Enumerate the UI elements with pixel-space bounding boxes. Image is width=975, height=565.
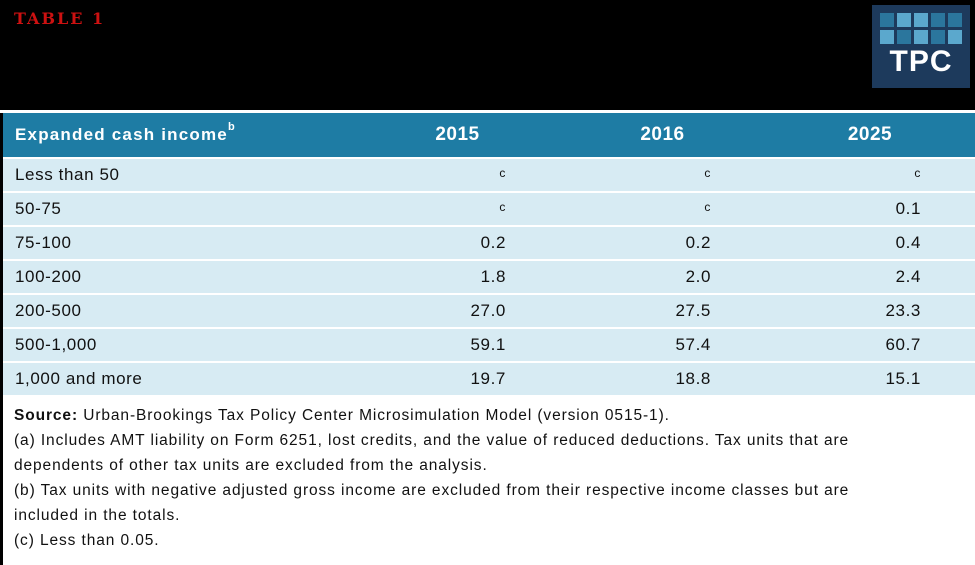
value-cell: 19.7 [355,362,560,397]
logo-square-icon [914,30,928,44]
table-header-row: Expanded cash incomeb 2015 2016 2025 [3,113,975,159]
logo-square-icon [914,13,928,27]
logo-square-icon [931,13,945,27]
income-class-label: 100-200 [3,260,355,295]
column-header-expanded-cash-income: Expanded cash incomeb [3,113,355,159]
tpc-logo-text: TPC [889,45,953,78]
table-row: 200-500 27.0 27.5 23.3 [3,294,975,329]
tpc-logo-grid-icon [872,5,970,44]
value-cell: c [560,158,765,193]
table-row: 1,000 and more 19.7 18.8 15.1 [3,362,975,397]
table-row: Less than 50 c c c [3,158,975,193]
value-cell: c [560,192,765,227]
footnote-line-a1: (a) Includes AMT liability on Form 6251,… [14,432,850,449]
footnote-line-c: (c) Less than 0.05. [14,532,160,549]
value-cell: c [355,192,560,227]
value-cell: c [355,158,560,193]
banner-divider [0,110,975,113]
source-text: Urban-Brookings Tax Policy Center Micros… [83,407,670,424]
footnotes: Source: Urban-Brookings Tax Policy Cente… [3,397,975,553]
value-cell: 0.4 [765,226,975,261]
column-header-2015: 2015 [355,113,560,159]
column-header-2016: 2016 [560,113,765,159]
table-sheet: Expanded cash incomeb 2015 2016 2025 Les… [0,113,975,565]
logo-square-icon [880,13,894,27]
value-cell: 60.7 [765,328,975,363]
source-line: Source: Urban-Brookings Tax Policy Cente… [14,403,961,428]
table-row: 75-100 0.2 0.2 0.4 [3,226,975,261]
value-cell: 15.1 [765,362,975,397]
table-row: 500-1,000 59.1 57.4 60.7 [3,328,975,363]
logo-square-icon [897,30,911,44]
logo-square-icon [880,30,894,44]
value-cell: 1.8 [355,260,560,295]
income-class-label: 50-75 [3,192,355,227]
column-header-label: Expanded cash income [15,125,228,144]
income-class-label: 200-500 [3,294,355,329]
value-cell: 23.3 [765,294,975,329]
income-class-label: 75-100 [3,226,355,261]
column-header-2025: 2025 [765,113,975,159]
tpc-logo: TPC [872,5,970,88]
source-label: Source: [14,407,79,424]
table-number-label: TABLE 1 [14,9,106,28]
value-cell: 27.5 [560,294,765,329]
footnote-line-a2: dependents of other tax units are exclud… [14,457,488,474]
top-banner: TABLE 1 TPC [0,0,975,110]
footnote-line-b1: (b) Tax units with negative adjusted gro… [14,482,850,499]
income-class-label: 1,000 and more [3,362,355,397]
footnote-ref-b: b [227,121,235,133]
logo-square-icon [931,30,945,44]
logo-square-icon [897,13,911,27]
income-class-label: 500-1,000 [3,328,355,363]
value-cell: 18.8 [560,362,765,397]
income-class-label: Less than 50 [3,158,355,193]
value-cell: 0.2 [355,226,560,261]
logo-square-icon [948,30,962,44]
table-row: 50-75 c c 0.1 [3,192,975,227]
table-row: 100-200 1.8 2.0 2.4 [3,260,975,295]
value-cell: 0.1 [765,192,975,227]
footnote-line-b2: included in the totals. [14,507,181,524]
value-cell: 2.4 [765,260,975,295]
value-cell: 2.0 [560,260,765,295]
value-cell: 0.2 [560,226,765,261]
value-cell: 57.4 [560,328,765,363]
value-cell: 27.0 [355,294,560,329]
value-cell: c [765,158,975,193]
income-distribution-table: Expanded cash incomeb 2015 2016 2025 Les… [3,113,975,397]
logo-square-icon [948,13,962,27]
value-cell: 59.1 [355,328,560,363]
